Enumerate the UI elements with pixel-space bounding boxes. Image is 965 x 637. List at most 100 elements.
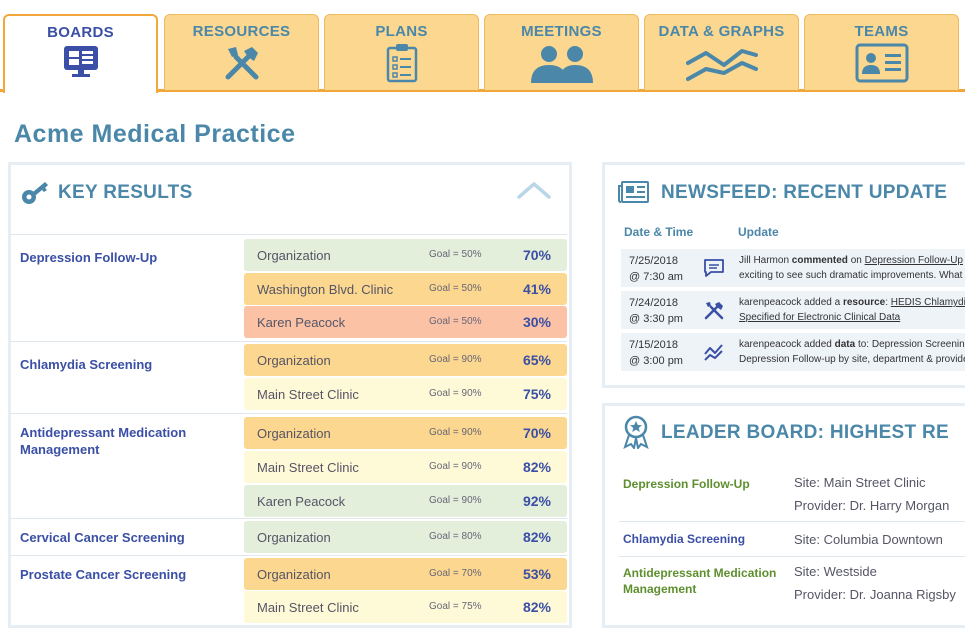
metric-prostate-cancer-screening[interactable]: Prostate Cancer Screening xyxy=(20,567,187,582)
tab-plans[interactable]: PLANS xyxy=(324,14,479,90)
tab-label: RESOURCES xyxy=(192,23,291,40)
newsfeed-action: resource xyxy=(842,297,886,308)
leaderboard-site: Site: Columbia Downtown xyxy=(794,532,943,547)
divider xyxy=(619,521,965,522)
column-header-date: Date & Time xyxy=(624,225,694,239)
newsfeed-link[interactable]: HEDIS Chlamydia xyxy=(890,297,965,308)
result-entity: Main Street Clinic xyxy=(257,460,359,475)
divider xyxy=(10,413,567,414)
leaderboard-panel xyxy=(602,403,965,628)
tools-icon xyxy=(225,47,258,80)
comment-icon xyxy=(704,259,724,277)
newsfeed-title: NEWSFEED: RECENT UPDATE xyxy=(661,182,948,203)
newsfeed-date: 7/24/2018 xyxy=(629,297,678,309)
result-entity: Organization xyxy=(257,530,331,545)
tab-resources[interactable]: RESOURCES xyxy=(164,14,319,90)
divider xyxy=(619,556,965,557)
leaderboard-site: Site: Main Street Clinic xyxy=(794,475,926,490)
result-row[interactable]: Main Street Clinic Goal = 90% 75% xyxy=(244,378,567,410)
tab-label: TEAMS xyxy=(854,23,909,40)
result-goal: Goal = 90% xyxy=(429,495,482,506)
leaderboard-metric[interactable]: Chlamydia Screening xyxy=(623,532,746,546)
newsfeed-item[interactable]: 7/25/2018 @ 7:30 am Jill Harmon commente… xyxy=(621,249,965,287)
newsfeed-text-part: on xyxy=(847,255,865,266)
tab-label: PLANS xyxy=(375,23,428,40)
boards-icon xyxy=(63,46,98,77)
newsfeed-text-part: : xyxy=(885,297,891,308)
result-goal: Goal = 50% xyxy=(429,283,482,294)
leaderboard-metric[interactable]: Depression Follow-Up xyxy=(623,477,750,491)
result-row[interactable]: Washington Blvd. Clinic Goal = 50% 41% xyxy=(244,273,567,305)
newsfeed-link[interactable]: Specified for Electronic Clinical Data xyxy=(739,312,901,323)
result-goal: Goal = 90% xyxy=(429,388,482,399)
result-row[interactable]: Main Street Clinic Goal = 75% 82% xyxy=(244,591,567,623)
newsfeed-link[interactable]: Depression Follow-Up xyxy=(864,255,963,266)
tab-label: DATA & GRAPHS xyxy=(658,23,785,40)
newsfeed-text-part: karenpeacock added xyxy=(739,339,835,350)
newsfeed-datetime: 7/15/2018 @ 3:00 pm xyxy=(629,337,683,369)
result-goal: Goal = 90% xyxy=(429,427,482,438)
result-row[interactable]: Main Street Clinic Goal = 90% 82% xyxy=(244,451,567,483)
divider xyxy=(10,555,567,556)
newsfeed-text-part: exciting to see such dramatic improvemen… xyxy=(739,270,963,281)
newsfeed-datetime: 7/25/2018 @ 7:30 am xyxy=(629,253,683,285)
newsfeed-text-part: to: Depression Screening xyxy=(855,339,965,350)
leaderboard-metric[interactable]: Antidepressant Medication Management xyxy=(623,566,777,596)
result-row[interactable]: Organization Goal = 80% 82% xyxy=(244,521,567,553)
result-row[interactable]: Organization Goal = 90% 70% xyxy=(244,417,567,449)
tab-underline xyxy=(0,89,965,92)
result-entity: Karen Peacock xyxy=(257,315,346,330)
divider xyxy=(10,518,567,519)
result-goal: Goal = 50% xyxy=(429,249,482,260)
result-row[interactable]: Organization Goal = 70% 53% xyxy=(244,558,567,590)
result-entity: Main Street Clinic xyxy=(257,600,359,615)
divider xyxy=(10,234,567,235)
leaderboard-site: Site: Westside xyxy=(794,564,877,579)
result-value: 75% xyxy=(522,386,551,402)
metric-cervical-cancer-screening[interactable]: Cervical Cancer Screening xyxy=(20,530,185,545)
metric-chlamydia-screening[interactable]: Chlamydia Screening xyxy=(20,357,153,372)
newsfeed-item[interactable]: 7/15/2018 @ 3:00 pm karenpeacock added d… xyxy=(621,333,965,371)
result-row[interactable]: Karen Peacock Goal = 50% 30% xyxy=(244,306,567,338)
result-row[interactable]: Karen Peacock Goal = 90% 92% xyxy=(244,485,567,517)
result-value: 82% xyxy=(522,599,551,615)
chevron-up-icon[interactable] xyxy=(517,181,551,199)
tools-icon xyxy=(704,302,724,320)
newsfeed-text-part: Jill Harmon xyxy=(739,255,792,266)
result-entity: Karen Peacock xyxy=(257,494,346,509)
tab-boards[interactable]: BOARDS xyxy=(3,14,158,93)
key-results-title: KEY RESULTS xyxy=(58,182,193,203)
page-title: Acme Medical Practice xyxy=(14,120,296,148)
people-icon xyxy=(530,46,593,83)
newsfeed-text: karenpeacock added data to: Depression S… xyxy=(739,337,965,367)
newsfeed-text: Jill Harmon commented on Depression Foll… xyxy=(739,253,963,283)
key-icon xyxy=(22,182,48,204)
tab-label: BOARDS xyxy=(47,24,114,41)
tab-meetings[interactable]: MEETINGS xyxy=(484,14,639,90)
result-entity: Main Street Clinic xyxy=(257,387,359,402)
newspaper-icon xyxy=(618,181,649,203)
tab-data-graphs[interactable]: DATA & GRAPHS xyxy=(644,14,799,90)
leaderboard-provider: Provider: Dr. Harry Morgan xyxy=(794,498,950,513)
result-value: 70% xyxy=(522,247,551,263)
result-goal: Goal = 90% xyxy=(429,354,482,365)
newsfeed-text: karenpeacock added a resource: HEDIS Chl… xyxy=(739,295,965,325)
result-value: 82% xyxy=(522,459,551,475)
result-goal: Goal = 80% xyxy=(429,531,482,542)
result-goal: Goal = 70% xyxy=(429,568,482,579)
metric-depression-follow-up[interactable]: Depression Follow-Up xyxy=(20,250,158,265)
line-graph-icon xyxy=(685,49,758,81)
result-entity: Organization xyxy=(257,248,331,263)
result-row[interactable]: Organization Goal = 50% 70% xyxy=(244,239,567,271)
tab-teams[interactable]: TEAMS xyxy=(804,14,959,90)
result-entity: Organization xyxy=(257,426,331,441)
newsfeed-item[interactable]: 7/24/2018 @ 3:30 pm karenpeacock added a… xyxy=(621,291,965,329)
result-value: 70% xyxy=(522,425,551,441)
result-row[interactable]: Organization Goal = 90% 65% xyxy=(244,344,567,376)
result-goal: Goal = 50% xyxy=(429,316,482,327)
leaderboard-provider: Provider: Dr. Joanna Rigsby xyxy=(794,587,956,602)
newsfeed-text-part: karenpeacock added a xyxy=(739,297,843,308)
leaderboard-title: LEADER BOARD: HIGHEST RE xyxy=(661,422,949,443)
metric-antidepressant-medication-management[interactable]: Antidepressant Medication Management xyxy=(20,425,187,457)
result-entity: Organization xyxy=(257,567,331,582)
